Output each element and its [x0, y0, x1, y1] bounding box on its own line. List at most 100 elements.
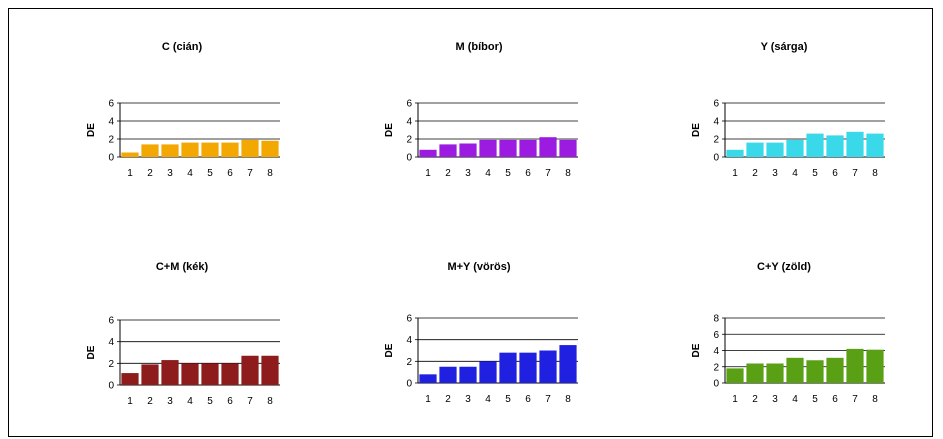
bar [121, 152, 139, 157]
y-axis-label: DE [384, 123, 395, 137]
y-tick-label: 8 [713, 314, 719, 325]
bar [499, 352, 517, 383]
chart-title: M (bíbor) [455, 41, 502, 53]
y-axis-label: DE [384, 343, 395, 357]
x-tick-label: 3 [772, 394, 778, 405]
x-tick-label: 2 [445, 168, 451, 179]
bar [201, 363, 219, 385]
y-tick-label: 6 [108, 99, 114, 110]
x-tick-label: 3 [167, 168, 173, 179]
x-tick-label: 5 [207, 168, 213, 179]
x-tick-label: 4 [485, 168, 491, 179]
chart-1: C (cián) 0 2 4 6 DE 1 2 3 4 5 6 7 8 [86, 41, 280, 179]
y-tick-label: 0 [108, 381, 114, 392]
x-tick-label: 1 [425, 168, 431, 179]
bar [826, 135, 844, 157]
x-tick-label: 5 [505, 168, 511, 179]
y-tick-label: 4 [713, 346, 719, 357]
chart-6: C+Y (zöld) 0 2 4 6 8 DE 1 2 3 4 5 6 7 8 [691, 261, 885, 405]
chart-title: C (cián) [162, 41, 203, 53]
bar [499, 139, 517, 157]
bar [726, 149, 744, 157]
bar [221, 142, 239, 157]
bar [459, 143, 477, 157]
x-tick-label: 8 [565, 394, 571, 405]
x-tick-label: 7 [247, 396, 253, 407]
bar [141, 144, 159, 157]
bar [826, 357, 844, 383]
x-tick-label: 5 [207, 396, 213, 407]
bar [241, 355, 259, 385]
x-tick-label: 4 [187, 396, 193, 407]
x-tick-label: 7 [852, 168, 858, 179]
x-tick-label: 6 [832, 394, 838, 405]
chart-title: Y (sárga) [761, 41, 808, 53]
y-tick-label: 2 [713, 362, 719, 373]
bar [806, 133, 824, 157]
y-tick-label: 4 [108, 117, 114, 128]
bar [459, 366, 477, 383]
y-tick-label: 0 [713, 153, 719, 164]
bar [221, 363, 239, 385]
x-tick-label: 3 [772, 168, 778, 179]
x-tick-label: 4 [485, 394, 491, 405]
x-tick-label: 2 [752, 168, 758, 179]
bar [161, 144, 179, 157]
bar [479, 139, 497, 157]
y-tick-label: 6 [108, 316, 114, 327]
y-axis-label: DE [691, 123, 702, 137]
y-tick-label: 0 [713, 379, 719, 390]
bar [161, 360, 179, 385]
x-tick-label: 1 [732, 168, 738, 179]
y-tick-label: 2 [108, 135, 114, 146]
x-tick-label: 6 [832, 168, 838, 179]
x-tick-label: 7 [545, 168, 551, 179]
x-tick-label: 4 [792, 168, 798, 179]
x-tick-label: 1 [127, 396, 133, 407]
y-tick-label: 2 [108, 359, 114, 370]
x-tick-label: 2 [445, 394, 451, 405]
chart-4: C+M (kék) 0 2 4 6 DE 1 2 3 4 5 6 7 8 [86, 261, 280, 407]
bar [866, 133, 884, 157]
x-tick-label: 2 [147, 168, 153, 179]
x-tick-label: 5 [505, 394, 511, 405]
y-tick-label: 2 [406, 135, 412, 146]
x-tick-label: 4 [792, 394, 798, 405]
y-axis-label: DE [86, 345, 97, 359]
y-tick-label: 4 [713, 117, 719, 128]
bar [846, 348, 864, 383]
bar [181, 142, 199, 157]
bar [201, 142, 219, 157]
x-tick-label: 8 [872, 394, 878, 405]
chart-3: Y (sárga) 0 2 4 6 DE 1 2 3 4 5 6 7 8 [691, 41, 885, 179]
y-tick-label: 2 [713, 135, 719, 146]
bar [519, 352, 537, 383]
y-tick-label: 0 [406, 379, 412, 390]
x-tick-label: 6 [525, 168, 531, 179]
chart-title: C+Y (zöld) [757, 261, 811, 273]
chart-title: C+M (kék) [156, 261, 209, 273]
bar [866, 349, 884, 383]
bar [241, 139, 259, 157]
bar [419, 374, 437, 383]
bar [519, 139, 537, 157]
x-tick-label: 8 [565, 168, 571, 179]
x-tick-label: 6 [525, 394, 531, 405]
x-tick-label: 8 [872, 168, 878, 179]
bar [539, 350, 557, 383]
x-tick-label: 3 [465, 394, 471, 405]
y-axis-label: DE [691, 343, 702, 357]
x-tick-label: 8 [267, 168, 273, 179]
x-tick-label: 3 [465, 168, 471, 179]
bar [539, 137, 557, 157]
x-tick-label: 3 [167, 396, 173, 407]
bar [439, 144, 457, 157]
y-tick-label: 6 [713, 99, 719, 110]
y-tick-label: 4 [406, 335, 412, 346]
x-tick-label: 7 [247, 168, 253, 179]
bar [786, 139, 804, 157]
y-tick-label: 6 [406, 99, 412, 110]
bar [766, 142, 784, 157]
y-tick-label: 2 [406, 357, 412, 368]
